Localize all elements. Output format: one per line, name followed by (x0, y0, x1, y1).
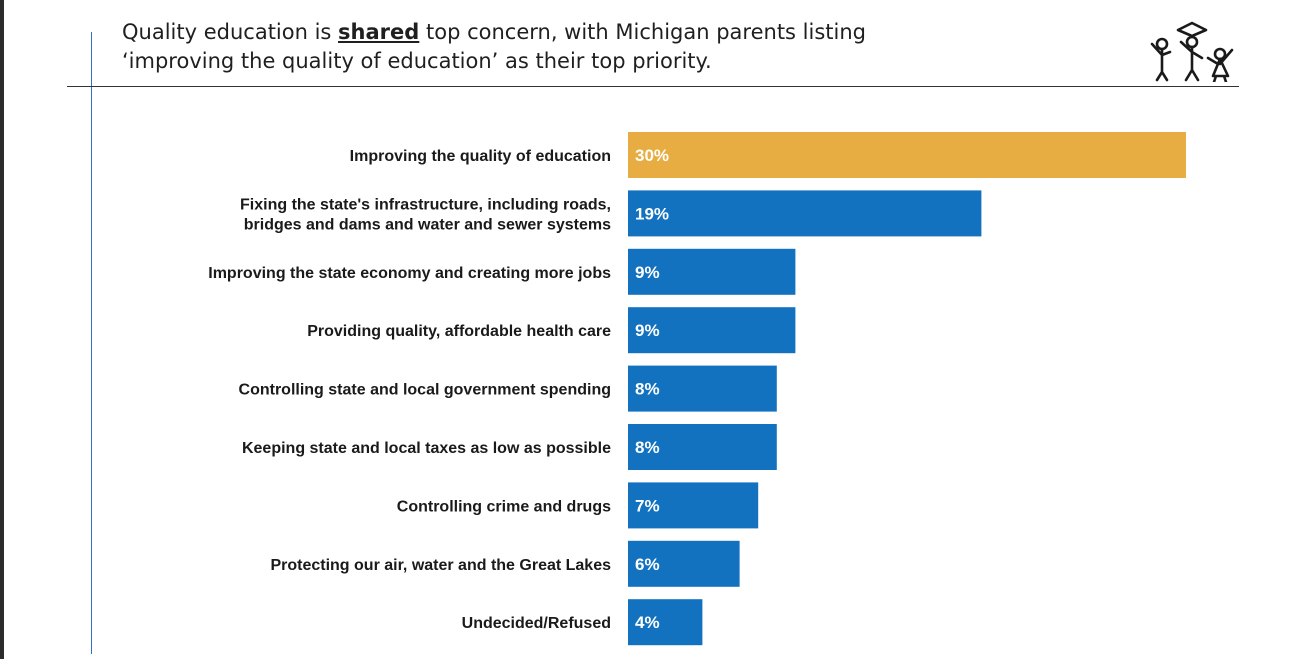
accent-divider (91, 32, 92, 654)
category-label-1-line-0: Fixing the state's infrastructure, inclu… (240, 196, 611, 213)
bar-4 (628, 365, 777, 412)
title-emphasis: shared (338, 20, 420, 44)
bar-0 (628, 132, 1186, 178)
category-label-2: Improving the state economy and creating… (208, 265, 611, 282)
bar-value-label-3: 9% (635, 321, 660, 340)
page-title: Quality education is shared top concern,… (122, 18, 1102, 76)
bar-5 (628, 424, 777, 470)
bar-value-label-8: 4% (635, 613, 660, 632)
category-label-0: Improving the quality of education (350, 148, 611, 165)
bar-1 (628, 190, 982, 237)
bar-value-label-6: 7% (635, 496, 660, 515)
bar-6 (628, 482, 759, 529)
bar-value-label-5: 8% (635, 438, 660, 457)
bar-7 (628, 540, 740, 587)
bar-value-label-0: 30% (635, 146, 669, 165)
bar-value-label-2: 9% (635, 263, 660, 282)
title-line-2: ‘improving the quality of education’ as … (122, 49, 712, 73)
category-label-4: Controlling state and local government s… (239, 382, 611, 399)
children-graduation-logo-icon (1150, 21, 1234, 82)
category-label-1-line-1: bridges and dams and water and sewer sys… (244, 216, 611, 233)
bar-value-label-4: 8% (635, 380, 660, 399)
bar-8 (628, 599, 703, 646)
bar-2 (628, 248, 796, 295)
title-text-start: Quality education is (122, 20, 339, 44)
title-rule (67, 86, 1239, 87)
title-text-end: top concern, with Michigan parents listi… (419, 20, 866, 44)
category-label-6: Controlling crime and drugs (397, 498, 611, 515)
category-label-5: Keeping state and local taxes as low as … (242, 440, 611, 457)
bar-value-label-1: 19% (635, 204, 669, 223)
window-left-edge (0, 0, 4, 659)
category-label-3: Providing quality, affordable health car… (307, 323, 611, 340)
bar-3 (628, 307, 796, 354)
category-label-7: Protecting our air, water and the Great … (270, 557, 611, 574)
bar-value-label-7: 6% (635, 555, 660, 574)
category-label-8: Undecided/Refused (462, 615, 611, 632)
